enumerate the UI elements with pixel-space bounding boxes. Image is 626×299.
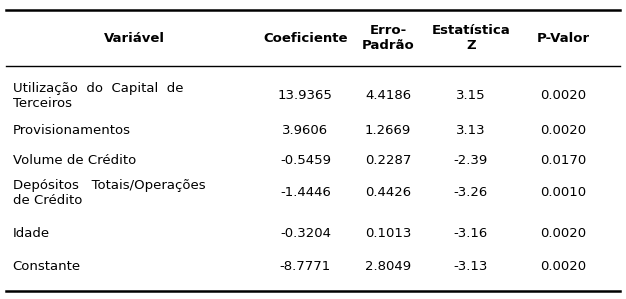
Text: 0.0020: 0.0020 [540, 89, 587, 102]
Text: -3.26: -3.26 [454, 186, 488, 199]
Text: -1.4446: -1.4446 [280, 186, 331, 199]
Text: 0.0020: 0.0020 [540, 227, 587, 240]
Text: 0.0010: 0.0010 [540, 186, 587, 199]
Text: -0.5459: -0.5459 [280, 154, 331, 167]
Text: 2.8049: 2.8049 [365, 260, 411, 273]
Text: P-Valor: P-Valor [537, 32, 590, 45]
Text: -3.16: -3.16 [454, 227, 488, 240]
Text: Estatística
Z: Estatística Z [431, 24, 510, 52]
Text: Volume de Crédito: Volume de Crédito [13, 154, 136, 167]
Text: Idade: Idade [13, 227, 49, 240]
Text: -3.13: -3.13 [454, 260, 488, 273]
Text: 1.2669: 1.2669 [365, 123, 411, 137]
Text: 0.0020: 0.0020 [540, 123, 587, 137]
Text: 0.0170: 0.0170 [540, 154, 587, 167]
Text: -8.7771: -8.7771 [280, 260, 331, 273]
Text: Constante: Constante [13, 260, 81, 273]
Text: 13.9365: 13.9365 [278, 89, 333, 102]
Text: Variável: Variável [104, 32, 165, 45]
Text: Provisionamentos: Provisionamentos [13, 123, 130, 137]
Text: Depósitos   Totais/Operações
de Crédito: Depósitos Totais/Operações de Crédito [13, 179, 205, 207]
Text: 3.15: 3.15 [456, 89, 486, 102]
Text: Utilização  do  Capital  de
Terceiros: Utilização do Capital de Terceiros [13, 82, 183, 110]
Text: 0.4426: 0.4426 [365, 186, 411, 199]
Text: -2.39: -2.39 [454, 154, 488, 167]
Text: 0.0020: 0.0020 [540, 260, 587, 273]
Text: 0.1013: 0.1013 [365, 227, 411, 240]
Text: Erro-
Padrão: Erro- Padrão [362, 24, 414, 52]
Text: 3.13: 3.13 [456, 123, 486, 137]
Text: 4.4186: 4.4186 [365, 89, 411, 102]
Text: 3.9606: 3.9606 [282, 123, 329, 137]
Text: 0.2287: 0.2287 [365, 154, 411, 167]
Text: -0.3204: -0.3204 [280, 227, 331, 240]
Text: Coeficiente: Coeficiente [264, 32, 347, 45]
